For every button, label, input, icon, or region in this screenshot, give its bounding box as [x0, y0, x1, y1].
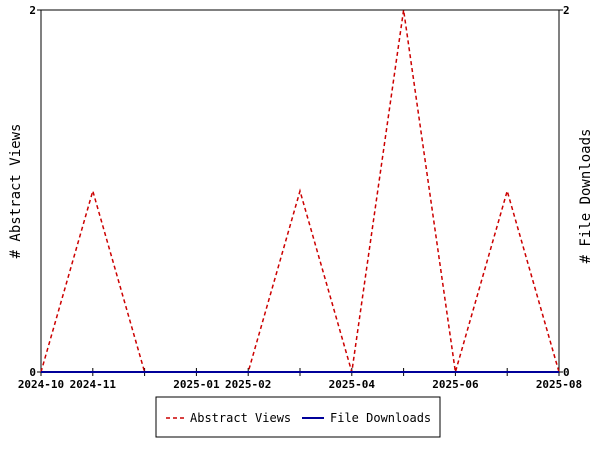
x-tick-label: 2024-10	[18, 378, 64, 391]
x-tick-label: 2025-08	[536, 378, 582, 391]
series-line-abstract-views	[40, 9, 560, 373]
y-axis-title-left: # Abstract Views	[8, 124, 24, 259]
x-tick-label: 2025-02	[225, 378, 271, 391]
legend: Abstract Views File Downloads	[155, 396, 441, 438]
y-tick-label-right: 2	[563, 4, 570, 17]
legend-box	[155, 396, 441, 438]
x-tick-label: 2024-11	[70, 378, 117, 391]
x-tick-label: 2025-06	[432, 378, 479, 391]
legend-label-abstract-views: Abstract Views	[190, 411, 291, 425]
x-tick-label: 2025-01	[173, 378, 220, 391]
y-tick-label-left: 0	[29, 366, 36, 379]
y-tick-label-right: 0	[563, 366, 570, 379]
x-axis: 2024-10 2024-11 2025-01 2025-02 2025-04 2025-…	[18, 368, 582, 391]
y-tick-label-left: 2	[29, 4, 36, 17]
y-axis-title-right: # File Downloads	[578, 129, 594, 264]
legend-label-file-downloads: File Downloads	[330, 411, 431, 425]
x-tick-label: 2025-04	[329, 378, 376, 391]
series-layer	[40, 9, 560, 373]
